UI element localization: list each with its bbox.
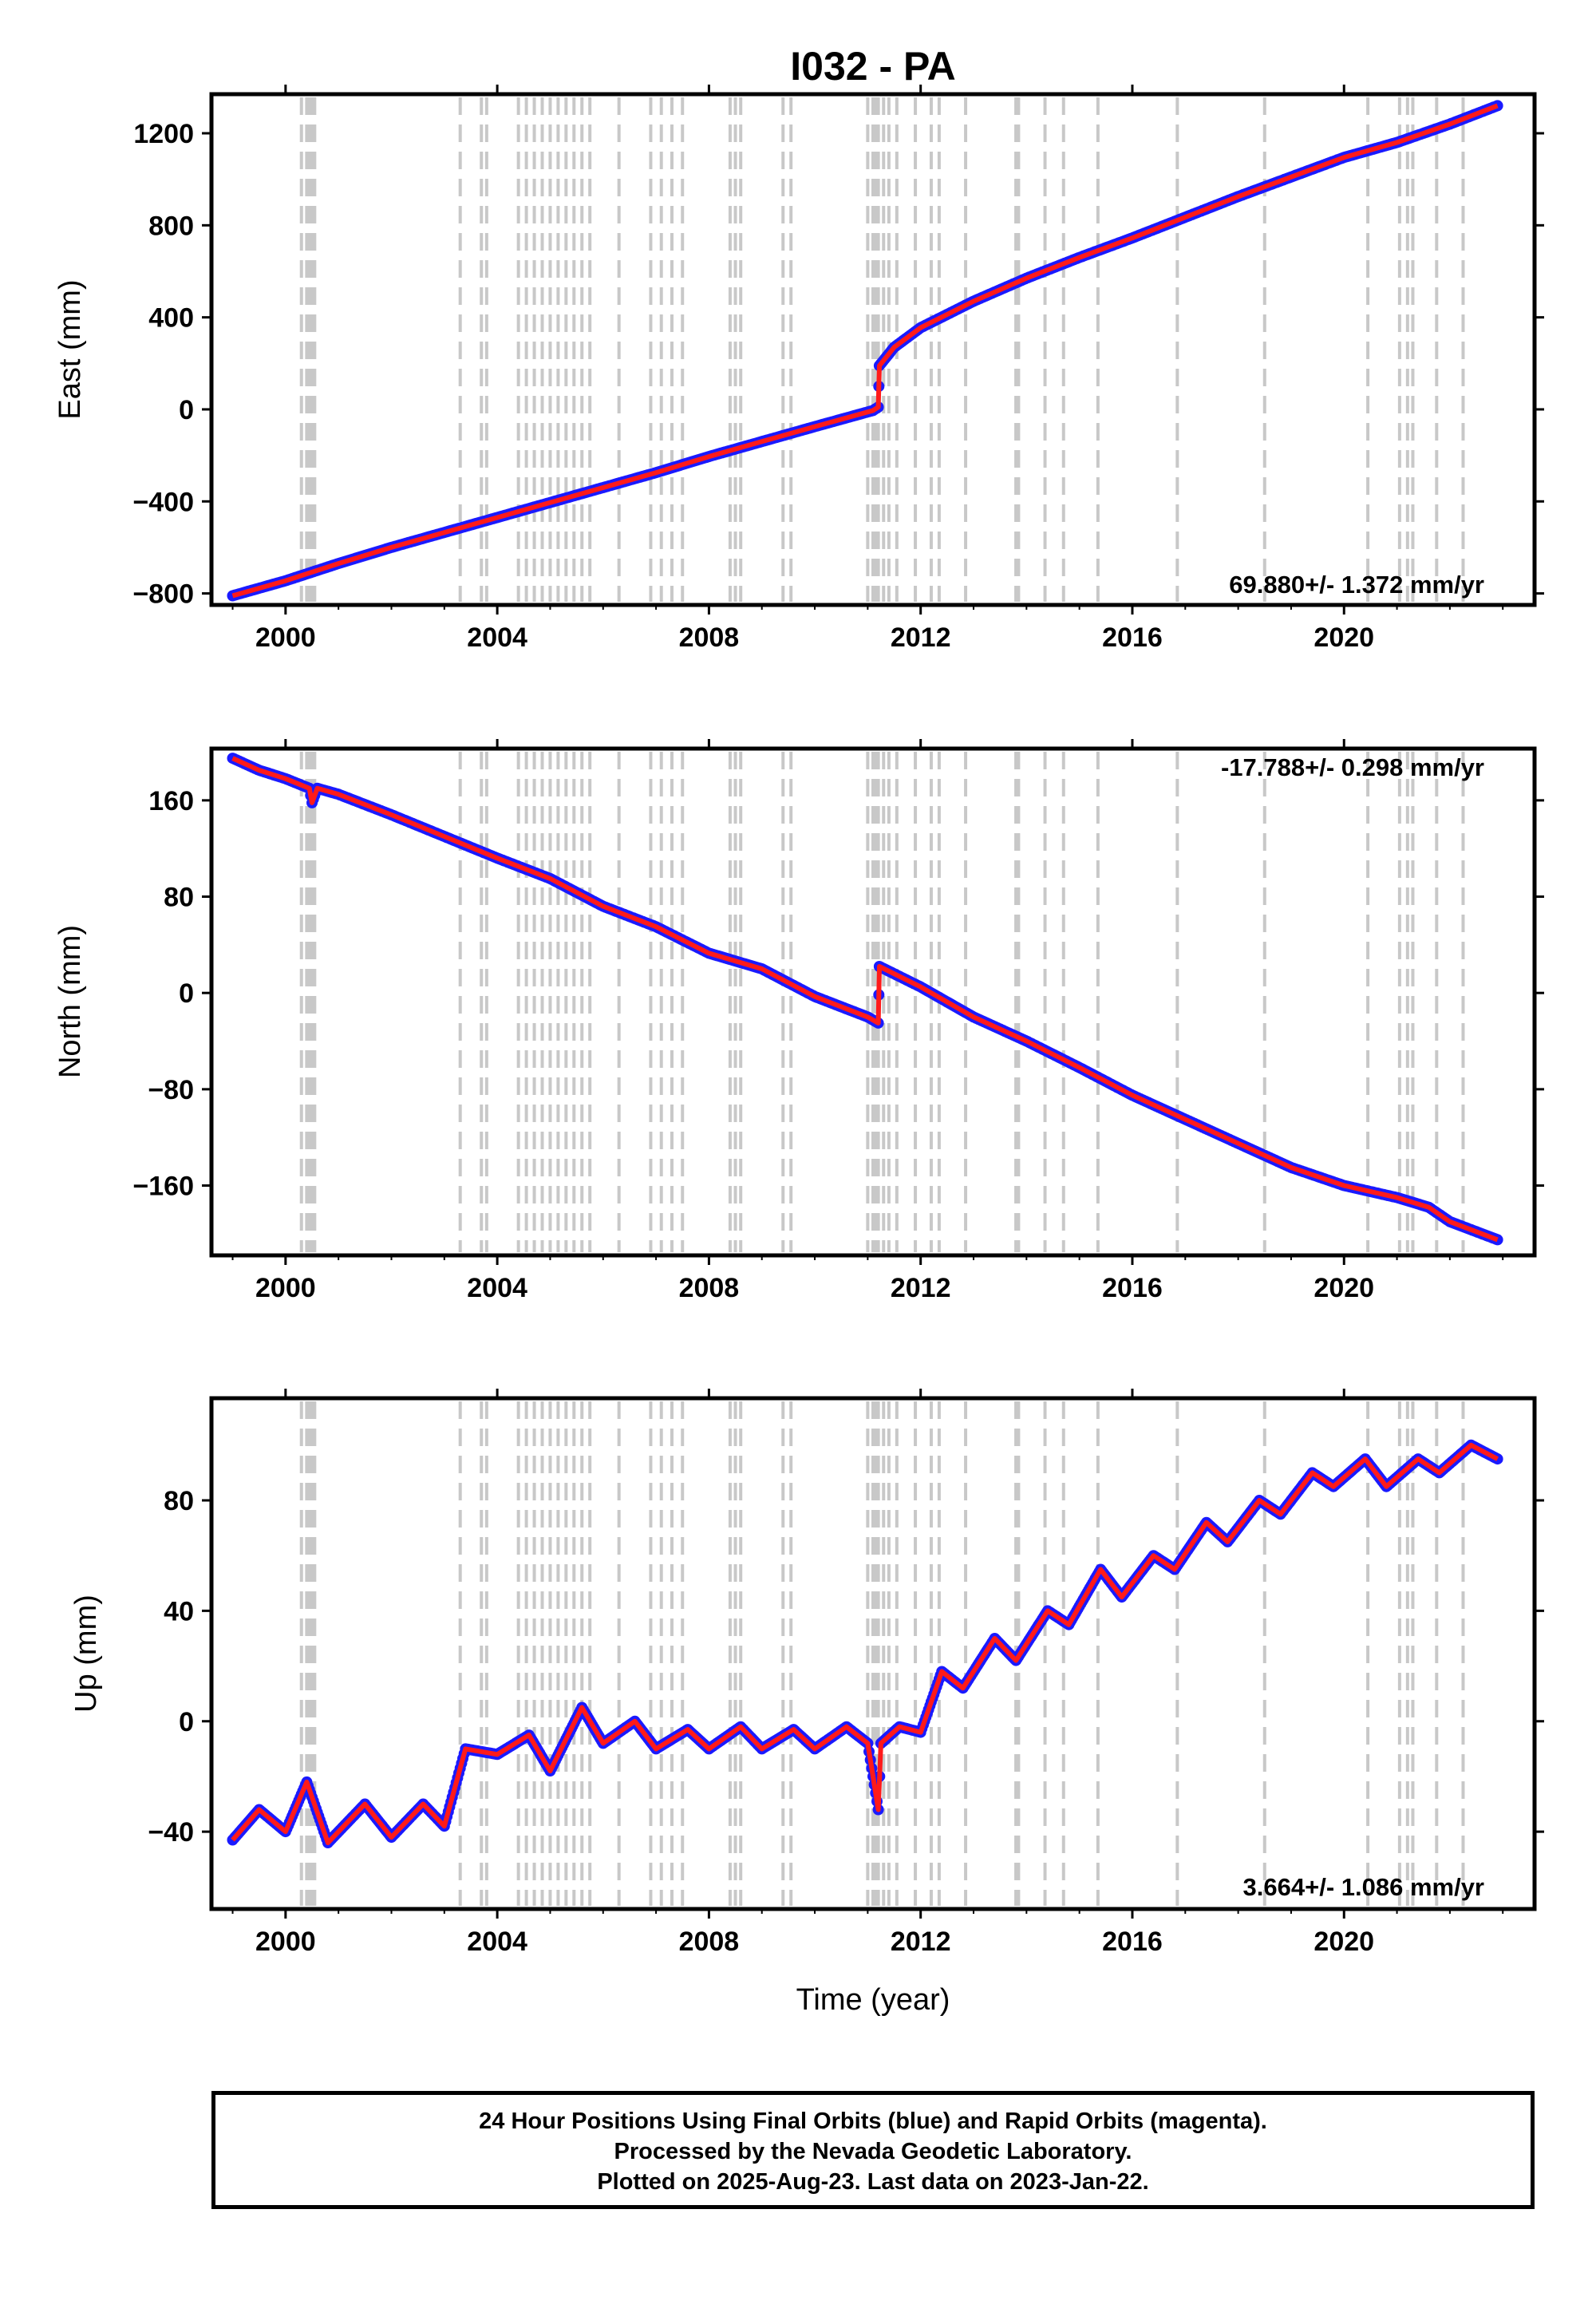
- x-axis-label: Time (year): [796, 1983, 950, 2017]
- y-tick-label: 800: [148, 211, 194, 241]
- y-tick-label: 80: [164, 883, 194, 913]
- y-tick-label: 400: [148, 303, 194, 334]
- model-line: [231, 1442, 1499, 1845]
- y-tick-label: 40: [164, 1596, 194, 1626]
- up-rate-label: 3.664+/- 1.086 mm/yr: [1243, 1873, 1484, 1901]
- x-tick-label: 2000: [255, 1273, 316, 1303]
- up-y-axis-label: Up (mm): [69, 1595, 103, 1713]
- east-ticks: 2000 2004 2008 2012 2016 2020 1200 800 400 0 −400 −…: [132, 85, 1544, 653]
- x-tick-label: 2020: [1314, 1273, 1374, 1303]
- event-lines: [299, 97, 1465, 602]
- east-y-axis-label: East (mm): [53, 279, 87, 419]
- model-line: [231, 756, 1499, 1243]
- y-tick-label: −160: [132, 1172, 194, 1202]
- north-plot-frame: [209, 746, 1537, 1258]
- x-tick-label: 2008: [679, 1927, 740, 1957]
- x-tick-label: 2000: [255, 1927, 316, 1957]
- caption-line: Processed by the Nevada Geodetic Laborat…: [614, 2139, 1132, 2164]
- x-tick-label: 2012: [891, 1927, 951, 1957]
- x-tick-label: 2004: [467, 1927, 527, 1957]
- north-ticks: 2000 2004 2008 2012 2016 2020 160 80 0 −80 −160: [132, 739, 1544, 1303]
- y-tick-label: −80: [148, 1075, 194, 1105]
- observed-points: [227, 753, 1503, 1246]
- x-tick-label: 2012: [891, 622, 951, 653]
- y-tick-label: 0: [179, 395, 194, 425]
- y-tick-label: −400: [132, 487, 194, 517]
- caption-line: Plotted on 2025-Aug-23. Last data on 202…: [597, 2169, 1149, 2195]
- y-tick-label: 160: [148, 786, 194, 816]
- x-tick-label: 2016: [1102, 622, 1163, 653]
- event-lines: [299, 1401, 1465, 1906]
- east-plot-frame: [209, 92, 1537, 607]
- y-tick-label: −800: [132, 579, 194, 610]
- x-tick-label: 2000: [255, 622, 316, 653]
- x-tick-label: 2004: [467, 1273, 527, 1303]
- event-lines: [299, 752, 1465, 1252]
- north-y-axis-label: North (mm): [53, 925, 87, 1078]
- x-tick-label: 2016: [1102, 1927, 1163, 1957]
- up-panel: 2000 2004 2008 2012 2016 2020 80 40 0 −40 Up (mm)…: [69, 1389, 1544, 2017]
- x-tick-label: 2012: [891, 1273, 951, 1303]
- x-tick-label: 2016: [1102, 1273, 1163, 1303]
- up-series: [227, 1439, 1503, 1848]
- east-rate-label: 69.880+/- 1.372 mm/yr: [1229, 571, 1484, 599]
- caption-box: 24 Hour Positions Using Final Orbits (bl…: [211, 2091, 1535, 2209]
- north-series: [227, 753, 1503, 1246]
- up-ticks: 2000 2004 2008 2012 2016 2020 80 40 0 −40: [148, 1389, 1544, 1957]
- caption-line: 24 Hour Positions Using Final Orbits (bl…: [479, 2109, 1267, 2134]
- up-plot-frame: [209, 1396, 1537, 1911]
- north-panel: 2000 2004 2008 2012 2016 2020 160 80 0 −80 −160 No…: [53, 739, 1544, 1303]
- observed-points: [227, 100, 1503, 602]
- east-panel: 2000 2004 2008 2012 2016 2020 1200 800 400 0 −400 −…: [53, 85, 1544, 653]
- x-tick-label: 2008: [679, 622, 740, 653]
- x-tick-label: 2020: [1314, 1927, 1374, 1957]
- y-tick-label: 80: [164, 1486, 194, 1516]
- observed-points: [227, 1439, 1503, 1848]
- x-tick-label: 2008: [679, 1273, 740, 1303]
- model-line: [231, 103, 1499, 599]
- north-rate-label: -17.788+/- 0.298 mm/yr: [1221, 753, 1484, 781]
- y-tick-label: 0: [179, 1707, 194, 1737]
- y-tick-label: 0: [179, 978, 194, 1009]
- y-tick-label: 1200: [133, 119, 194, 149]
- y-tick-label: −40: [148, 1817, 194, 1848]
- east-series: [227, 100, 1503, 602]
- x-tick-label: 2020: [1314, 622, 1374, 653]
- x-tick-label: 2004: [467, 622, 527, 653]
- chart-title: I032 - PA: [790, 44, 956, 89]
